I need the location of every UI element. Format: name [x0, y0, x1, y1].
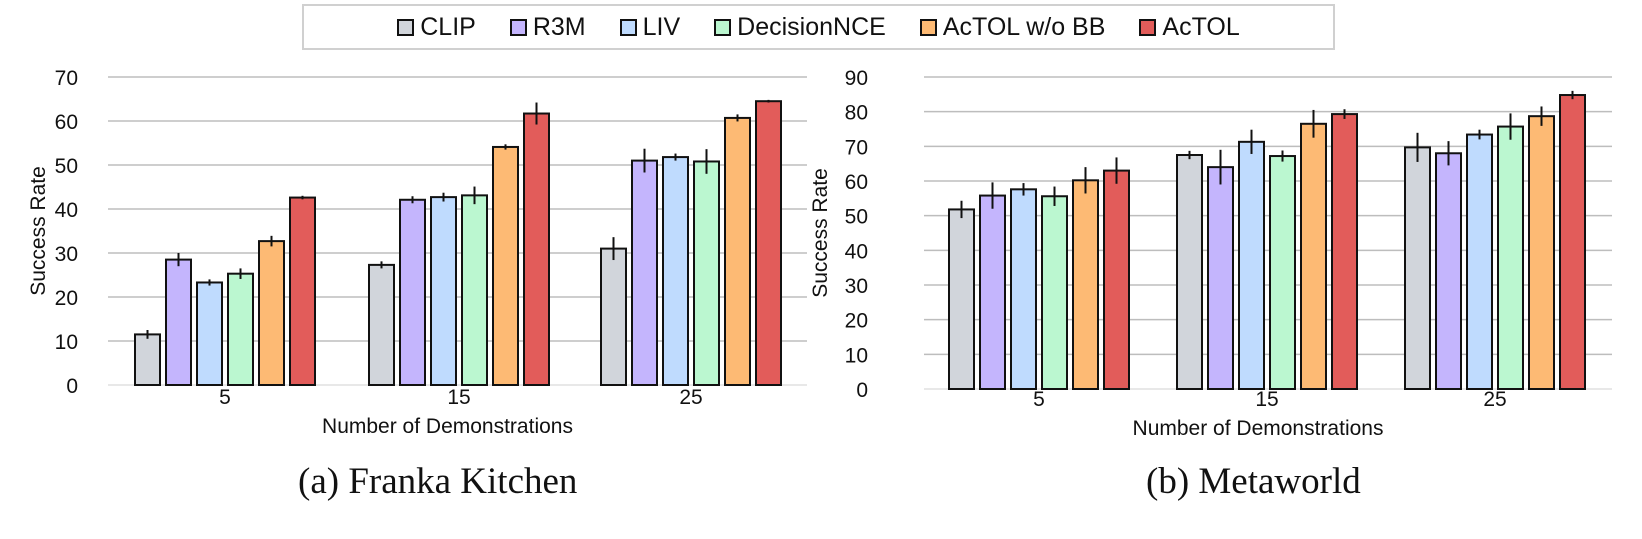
bar-decisionnce-5 [227, 272, 254, 386]
bar-actol-w-o-bb-15 [1300, 122, 1327, 391]
bar-r3m-15 [399, 198, 426, 386]
bar-clip-5 [948, 208, 975, 390]
legend-item-r3m: R3M [509, 12, 586, 42]
bar-clip-25 [600, 247, 627, 386]
bar-actol-w-o-bb-25 [1528, 115, 1555, 390]
y-tick-label: 80 [845, 102, 868, 125]
y-tick-label: 10 [845, 344, 868, 367]
bar-r3m-25 [1435, 152, 1462, 390]
legend-label: AcTOL [1162, 12, 1240, 41]
legend-label: CLIP [420, 12, 476, 41]
x-tick-label: 5 [219, 386, 231, 409]
y-tick-label: 30 [55, 243, 78, 266]
x-tick-label: 25 [679, 386, 702, 409]
x-axis-label: Number of Demonstrations [322, 415, 573, 438]
x-tick-label: 15 [447, 386, 470, 409]
caption-franka-kitchen: (a) Franka Kitchen [298, 461, 578, 502]
bar-clip-5 [134, 333, 161, 386]
bar-clip-15 [1176, 154, 1203, 390]
bar-liv-25 [1466, 133, 1493, 390]
y-axis-label: Success Rate [809, 168, 832, 298]
legend-swatch [397, 18, 415, 36]
legend-swatch [1139, 18, 1157, 36]
bar-liv-5 [1010, 188, 1037, 390]
legend-label: LIV [642, 12, 681, 41]
y-tick-label: 40 [55, 199, 78, 222]
bar-actol-w-o-bb-5 [258, 240, 285, 386]
bar-clip-25 [1404, 146, 1431, 390]
legend-item-actol-w-o-bb: AcTOL w/o BB [919, 12, 1106, 42]
bar-actol-w-o-bb-25 [724, 116, 751, 386]
bar-actol-15 [1331, 113, 1358, 391]
bar-decisionnce-25 [693, 160, 720, 386]
bar-clip-15 [368, 263, 395, 387]
y-tick-label: 60 [845, 171, 868, 194]
bar-r3m-5 [979, 194, 1006, 390]
y-tick-label: 70 [845, 136, 868, 159]
bar-actol-5 [1103, 169, 1130, 390]
legend-item-clip: CLIP [397, 13, 476, 42]
x-tick-label: 25 [1483, 388, 1506, 411]
chart-franka-kitchen: 0 10 20 30 40 50 60 70 Success Rate 5 15 25 Number o… [27, 67, 807, 438]
x-axis-label: Number of Demonstrations [1133, 417, 1384, 440]
y-tick-label: 20 [55, 287, 78, 310]
bar-decisionnce-5 [1041, 195, 1068, 390]
bar-decisionnce-15 [1269, 155, 1296, 390]
bar-liv-15 [430, 196, 457, 386]
y-axis-label: Success Rate [27, 166, 50, 296]
bar-liv-25 [662, 156, 689, 386]
bar-r3m-25 [631, 159, 658, 386]
legend-item-actol: AcTOL [1139, 12, 1240, 42]
legend-label: DecisionNCE [737, 12, 886, 41]
chart-legend: CLIP R3M LIV DecisionNCE AcTOL w/o BB AcTOL [302, 4, 1335, 50]
y-tick-label: 50 [55, 155, 78, 178]
bar-liv-5 [196, 281, 223, 387]
legend-item-decisionnce: DecisionNCE [714, 13, 886, 42]
y-tick-label: 20 [845, 310, 868, 333]
caption-metaworld: (b) Metaworld [1146, 461, 1361, 502]
legend-swatch [509, 18, 527, 36]
bar-decisionnce-25 [1497, 125, 1524, 390]
bar-liv-15 [1238, 140, 1265, 390]
bar-decisionnce-15 [461, 194, 488, 386]
chart-metaworld: 0 10 20 30 40 50 60 70 80 90 Success Rate 5 15 25 Numb… [809, 67, 1612, 440]
bar-r3m-5 [165, 258, 192, 387]
legend-swatch [619, 18, 637, 36]
y-tick-label: 0 [66, 375, 78, 398]
y-tick-label: 90 [845, 67, 868, 90]
legend-item-liv: LIV [619, 12, 681, 42]
y-tick-label: 60 [55, 111, 78, 134]
y-tick-label: 30 [845, 275, 868, 298]
y-tick-label: 10 [55, 331, 78, 354]
y-tick-label: 40 [845, 240, 868, 263]
bar-actol-25 [755, 100, 782, 386]
legend-label: R3M [532, 12, 586, 41]
y-tick-label: 50 [845, 206, 868, 229]
legend-swatch [714, 18, 732, 36]
x-tick-label: 5 [1033, 388, 1045, 411]
y-tick-label: 0 [856, 379, 868, 402]
legend-swatch [919, 18, 937, 36]
legend-label: AcTOL w/o BB [942, 12, 1106, 41]
x-tick-label: 15 [1255, 388, 1278, 411]
bar-actol-15 [523, 112, 550, 387]
bar-actol-w-o-bb-5 [1072, 179, 1099, 390]
bar-actol-25 [1559, 94, 1586, 390]
y-tick-label: 70 [55, 67, 78, 90]
bar-actol-5 [289, 196, 316, 386]
bar-actol-w-o-bb-15 [492, 145, 519, 386]
bar-r3m-15 [1207, 166, 1234, 390]
